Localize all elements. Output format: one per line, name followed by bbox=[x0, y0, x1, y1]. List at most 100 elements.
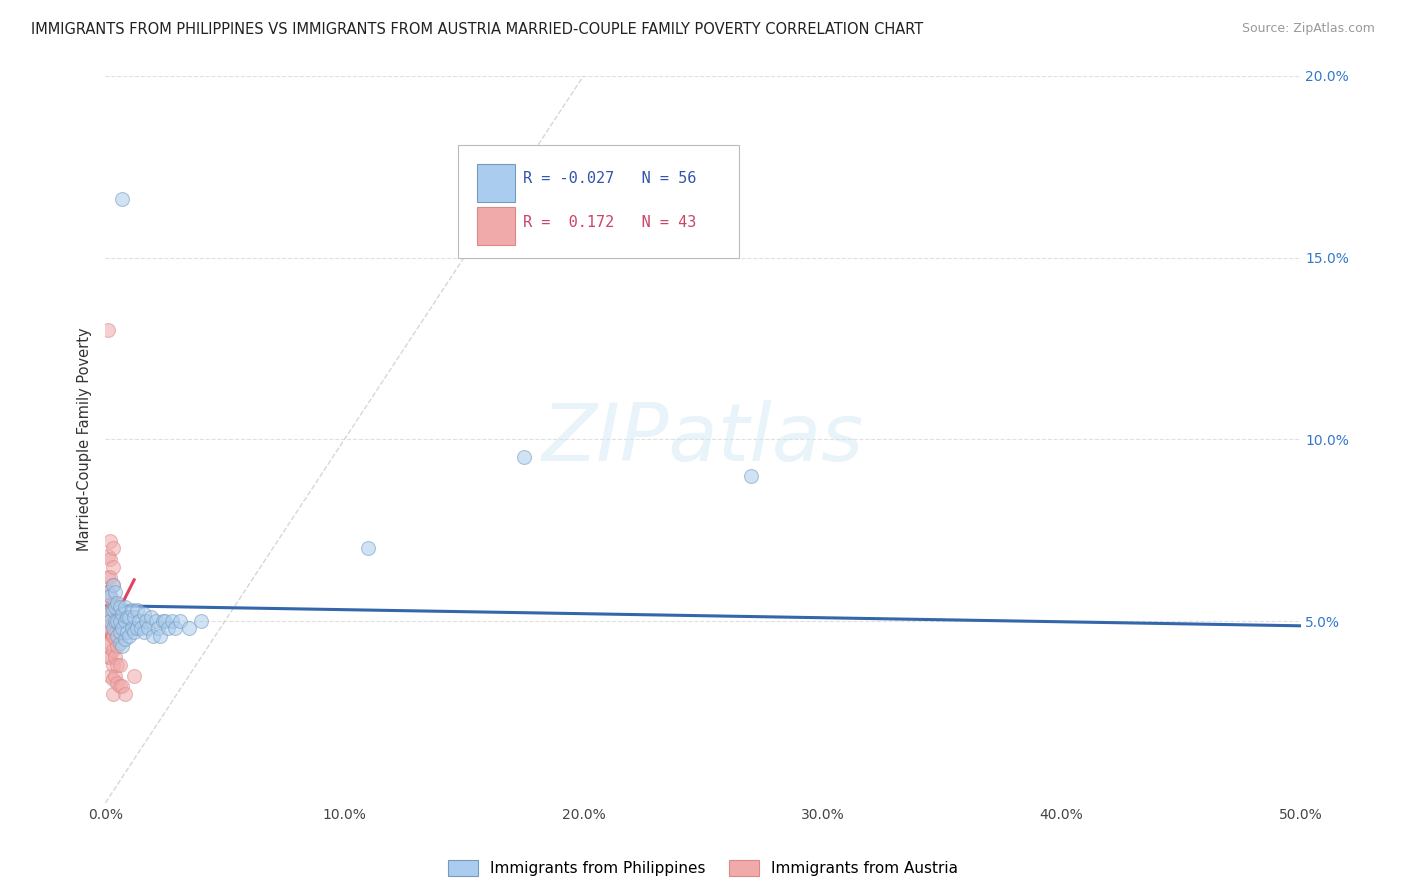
Point bbox=[111, 680, 134, 694]
Point bbox=[146, 621, 169, 635]
Point bbox=[101, 596, 124, 610]
Point bbox=[98, 589, 121, 603]
Point bbox=[101, 621, 124, 635]
Point bbox=[118, 629, 141, 643]
Point bbox=[357, 541, 380, 556]
Point bbox=[104, 596, 127, 610]
Point bbox=[513, 450, 536, 465]
Point bbox=[98, 614, 121, 628]
Point bbox=[107, 629, 129, 643]
Point bbox=[125, 621, 148, 635]
Point bbox=[98, 570, 121, 584]
Point bbox=[104, 599, 127, 614]
Point bbox=[104, 614, 127, 628]
Point bbox=[96, 585, 118, 599]
Point bbox=[97, 585, 120, 599]
Point bbox=[107, 676, 129, 690]
Point bbox=[163, 621, 186, 635]
Point bbox=[101, 629, 124, 643]
FancyBboxPatch shape bbox=[458, 145, 740, 258]
Point bbox=[139, 610, 162, 624]
FancyBboxPatch shape bbox=[477, 208, 516, 245]
Point bbox=[114, 599, 136, 614]
Point bbox=[104, 668, 127, 682]
Point bbox=[101, 657, 124, 672]
Point bbox=[122, 610, 145, 624]
Point bbox=[138, 621, 160, 635]
Point bbox=[149, 629, 172, 643]
Point bbox=[118, 610, 141, 624]
Point bbox=[101, 687, 124, 701]
Point bbox=[145, 614, 167, 628]
Point bbox=[111, 193, 134, 207]
Point bbox=[98, 534, 121, 549]
Point bbox=[97, 549, 120, 563]
Point bbox=[132, 607, 155, 621]
Text: R =  0.172   N = 43: R = 0.172 N = 43 bbox=[523, 215, 696, 229]
Point bbox=[107, 640, 129, 654]
Point bbox=[98, 636, 121, 650]
Point bbox=[97, 640, 120, 654]
Y-axis label: Married-Couple Family Poverty: Married-Couple Family Poverty bbox=[77, 327, 93, 551]
Point bbox=[97, 323, 120, 337]
Point bbox=[96, 607, 118, 621]
Point bbox=[190, 614, 212, 628]
Point bbox=[97, 570, 120, 584]
Point bbox=[115, 624, 138, 639]
Point bbox=[111, 640, 134, 654]
Point bbox=[114, 614, 136, 628]
Point bbox=[108, 636, 131, 650]
Point bbox=[101, 643, 124, 657]
Text: Source: ZipAtlas.com: Source: ZipAtlas.com bbox=[1241, 22, 1375, 36]
Point bbox=[114, 687, 136, 701]
Point bbox=[101, 559, 124, 574]
Legend: Immigrants from Philippines, Immigrants from Austria: Immigrants from Philippines, Immigrants … bbox=[441, 854, 965, 882]
Point bbox=[153, 614, 177, 628]
Point bbox=[111, 621, 134, 635]
Point bbox=[98, 621, 121, 635]
Point bbox=[98, 650, 121, 665]
Point bbox=[101, 541, 124, 556]
Point bbox=[132, 624, 155, 639]
Point bbox=[129, 621, 153, 635]
Point bbox=[152, 614, 174, 628]
Point bbox=[108, 599, 131, 614]
Point bbox=[104, 650, 127, 665]
Point bbox=[104, 614, 127, 628]
Point bbox=[121, 621, 143, 635]
Point bbox=[101, 614, 124, 628]
Point bbox=[122, 624, 145, 639]
Text: R = -0.027   N = 56: R = -0.027 N = 56 bbox=[523, 171, 696, 186]
Point bbox=[107, 596, 129, 610]
Point bbox=[162, 614, 184, 628]
Point bbox=[128, 614, 150, 628]
Point bbox=[108, 657, 131, 672]
Point bbox=[142, 629, 165, 643]
Point bbox=[97, 607, 120, 621]
Point bbox=[169, 614, 191, 628]
Point bbox=[122, 668, 145, 682]
Point bbox=[107, 657, 129, 672]
Point bbox=[97, 624, 120, 639]
Point bbox=[115, 610, 138, 624]
Point bbox=[135, 614, 157, 628]
Point bbox=[740, 468, 762, 483]
Point bbox=[108, 680, 131, 694]
Point bbox=[98, 552, 121, 566]
Point bbox=[107, 614, 129, 628]
Point bbox=[97, 650, 120, 665]
Point bbox=[98, 589, 121, 603]
Text: ZIPatlas: ZIPatlas bbox=[541, 401, 865, 478]
Point bbox=[98, 607, 121, 621]
Point bbox=[156, 621, 179, 635]
Point bbox=[108, 614, 131, 628]
Point bbox=[108, 624, 131, 639]
Point bbox=[125, 603, 148, 617]
Point bbox=[114, 632, 136, 647]
Point bbox=[97, 599, 120, 614]
Point bbox=[97, 614, 120, 628]
Point bbox=[97, 585, 120, 599]
FancyBboxPatch shape bbox=[477, 164, 516, 202]
Point bbox=[121, 603, 143, 617]
Point bbox=[101, 672, 124, 686]
